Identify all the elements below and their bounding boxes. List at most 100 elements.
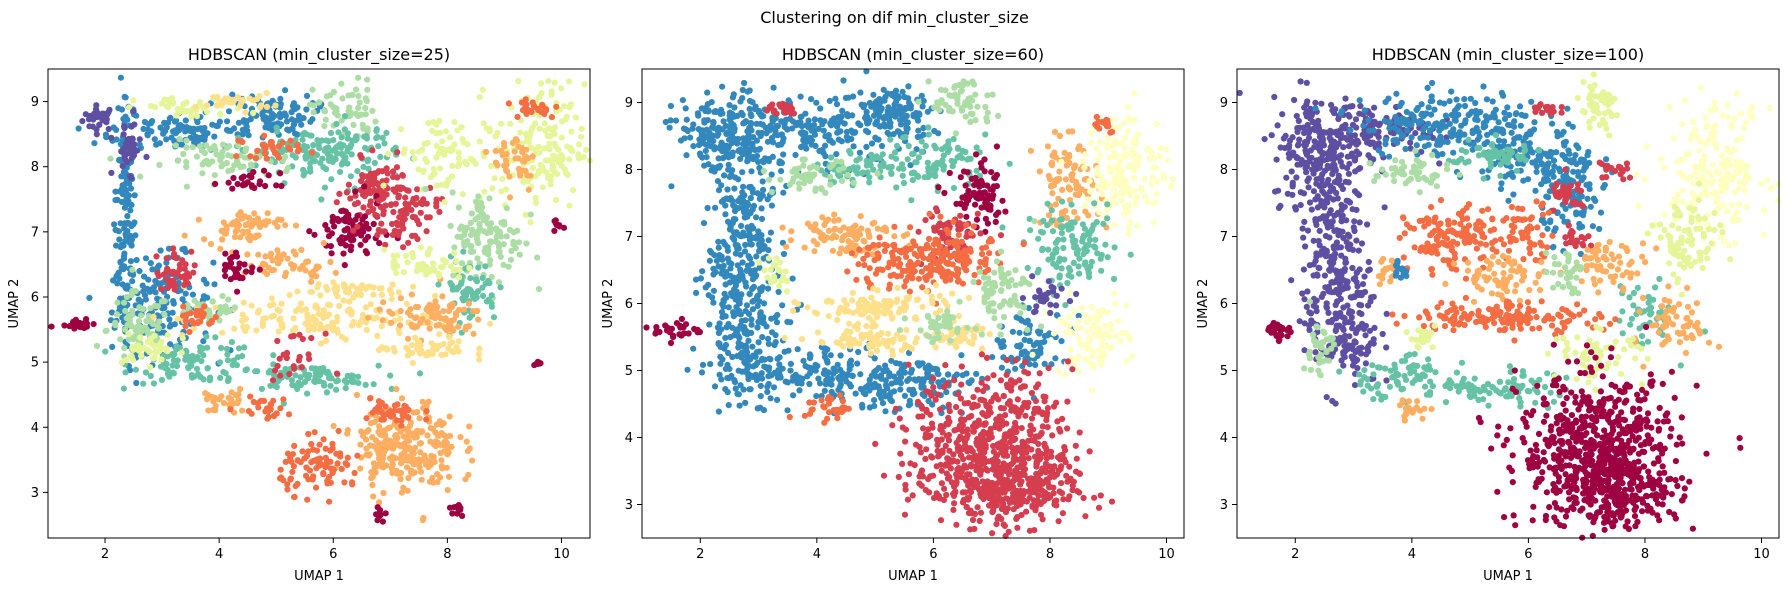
scatter-point: [699, 361, 707, 368]
scatter-point: [423, 306, 430, 313]
scatter-point: [967, 110, 975, 117]
scatter-point: [208, 319, 215, 326]
scatter-point: [833, 151, 840, 158]
scatter-point: [739, 169, 746, 176]
scatter-point: [453, 312, 460, 319]
scatter-point: [475, 240, 482, 247]
scatter-point: [354, 168, 361, 175]
scatter-point: [344, 145, 351, 152]
scatter-point: [228, 260, 235, 267]
scatter-point: [326, 373, 333, 380]
scatter-point: [212, 334, 219, 341]
scatter-point: [457, 225, 464, 232]
scatter-point: [320, 240, 327, 247]
scatter-point: [1002, 208, 1009, 215]
scatter-point: [729, 324, 736, 331]
scatter-point: [239, 96, 246, 103]
scatter-point: [515, 239, 523, 246]
scatter-point: [164, 284, 171, 292]
scatter-point: [318, 137, 325, 144]
scatter-point: [920, 97, 927, 104]
scatter-point: [274, 247, 281, 254]
scatter-point: [792, 151, 799, 159]
scatter-point: [993, 143, 1001, 150]
scatter-point: [193, 307, 200, 314]
scatter-point: [796, 121, 803, 128]
scatter-point: [288, 458, 295, 465]
scatter-point: [470, 330, 477, 337]
scatter-point: [308, 365, 315, 372]
scatter-point: [282, 112, 289, 119]
scatter-point: [503, 233, 510, 240]
scatter-point: [416, 440, 424, 447]
scatter-point: [443, 327, 450, 334]
scatter-point: [307, 288, 314, 295]
scatter-point: [224, 144, 231, 151]
scatter-point: [124, 116, 131, 123]
scatter-point: [780, 189, 787, 196]
scatter-point: [455, 154, 463, 161]
scatter-point: [239, 131, 246, 138]
scatter-point: [429, 303, 437, 310]
scatter-point: [394, 252, 401, 259]
scatter-point: [233, 362, 240, 369]
scatter-point: [405, 414, 412, 421]
scatter-point: [415, 166, 422, 173]
scatter-point: [228, 221, 235, 228]
scatter-point: [262, 182, 269, 190]
scatter-point: [821, 370, 828, 378]
scatter-point: [774, 122, 782, 130]
scatter-point: [756, 285, 764, 292]
scatter-point: [155, 273, 162, 280]
scatter-point: [267, 382, 274, 389]
scatter-point: [740, 183, 747, 190]
scatter-point: [280, 251, 287, 258]
scatter-point: [239, 215, 246, 222]
scatter-point: [250, 109, 257, 117]
scatter-point: [176, 261, 183, 268]
scatter-point: [414, 186, 421, 193]
scatter-point: [394, 434, 401, 441]
scatter-point: [400, 442, 407, 449]
scatter-point: [710, 118, 717, 126]
scatter-point: [307, 132, 314, 139]
scatter-point: [322, 445, 329, 452]
scatter-point: [360, 224, 367, 231]
scatter-point: [520, 178, 527, 185]
scatter-point: [430, 171, 437, 178]
scatter-point: [997, 340, 1004, 347]
scatter-point: [234, 94, 242, 101]
scatter-point: [880, 160, 887, 167]
scatter-point: [935, 184, 942, 191]
scatter-point: [919, 360, 926, 367]
scatter-point: [989, 354, 996, 361]
scatter-point: [379, 134, 386, 141]
scatter-point: [162, 128, 169, 135]
scatter-point: [251, 184, 258, 192]
scatter-point: [336, 190, 343, 197]
scatter-point: [369, 473, 376, 480]
scatter-point: [298, 121, 305, 128]
scatter-point: [787, 360, 795, 367]
scatter-point: [744, 329, 751, 336]
scatter-point: [237, 209, 244, 216]
scatter-point: [172, 142, 179, 149]
scatter-point: [448, 301, 455, 308]
scatter-point: [211, 394, 218, 401]
scatter-point: [372, 118, 379, 125]
scatter-point: [374, 212, 381, 219]
scatter-point: [561, 103, 568, 110]
scatter-point: [409, 232, 416, 239]
scatter-point: [183, 163, 190, 171]
scatter-point: [436, 321, 443, 328]
scatter-point: [314, 305, 321, 312]
scatter-point: [555, 146, 562, 153]
scatter-point: [342, 288, 350, 296]
scatter-point: [404, 335, 412, 342]
scatter-point: [752, 353, 759, 360]
scatter-point: [451, 244, 458, 251]
scatter-point: [433, 142, 440, 149]
scatter-point: [924, 159, 931, 166]
scatter-point: [127, 207, 134, 214]
